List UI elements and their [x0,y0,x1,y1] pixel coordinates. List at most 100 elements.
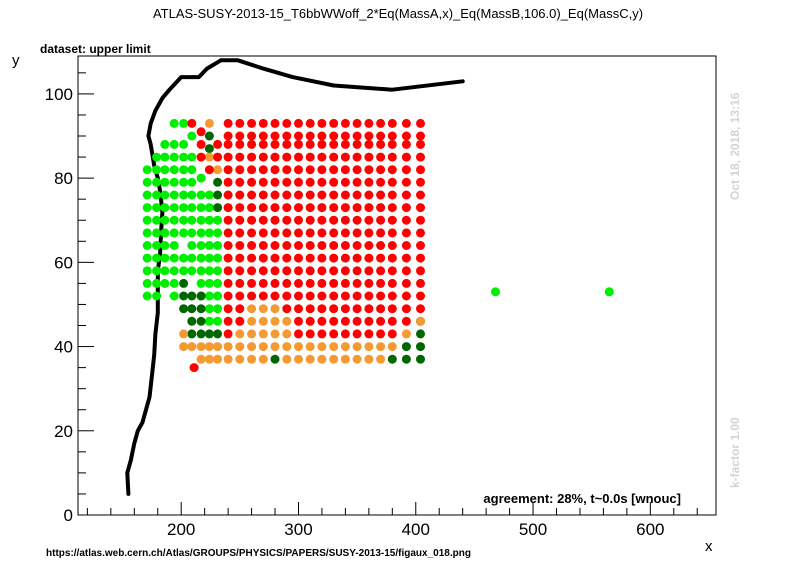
data-point-red [364,139,374,149]
data-point-bright-green [160,253,170,263]
data-point-bright-green [152,228,162,238]
data-point-red [258,291,268,301]
data-point-red [416,165,425,175]
data-point-red [317,215,327,225]
data-point-red [189,363,199,373]
data-point-bright-green [204,241,214,250]
data-point-orange [204,342,214,352]
data-point-red [329,139,339,149]
data-point-red [294,228,303,238]
data-point-dark-green [179,304,189,314]
data-point-red [416,131,425,141]
data-point-red [376,329,386,339]
data-point-orange [329,342,339,352]
data-point-orange [187,342,197,352]
data-point-red [223,266,233,276]
data-point-bright-green [604,287,614,297]
source-url[interactable]: https://atlas.web.cern.ch/Atlas/GROUPS/P… [46,548,471,559]
data-point-red [270,228,280,238]
data-point-red [235,177,245,187]
data-point-bright-green [179,215,189,225]
data-point-red [329,228,339,238]
data-point-orange [352,354,362,364]
data-point-red [223,228,233,238]
data-point-red [401,291,411,301]
data-point-red [247,241,257,250]
data-point-dark-green [213,190,223,200]
data-point-red [401,278,411,288]
data-point-red [352,304,362,314]
data-point-red [305,304,315,314]
data-point-red [352,177,362,187]
data-point-red [329,241,339,250]
data-point-red [258,278,268,288]
data-point-orange [282,342,292,352]
data-point-bright-green [160,190,170,200]
data-point-red [329,266,339,276]
data-point-bright-green [196,278,206,288]
data-point-red [340,118,350,128]
data-point-red [329,329,339,339]
data-point-orange [179,342,189,352]
y-tick-label: 0 [64,506,73,525]
data-point-red [387,131,397,141]
data-point-red [376,228,386,238]
data-point-red [376,203,386,213]
data-point-red [294,278,303,288]
data-point-red [235,131,245,141]
data-point-bright-green [152,190,162,200]
data-point-red [305,241,315,250]
data-point-red [270,165,280,175]
data-point-red [294,139,303,149]
data-point-red [387,152,397,162]
data-point-red [387,118,397,128]
data-point-orange [223,354,233,364]
data-point-red [223,190,233,200]
data-point-red [196,139,206,149]
data-point-red [270,118,280,128]
data-point-red [352,253,362,263]
data-point-orange [270,329,280,339]
data-point-red [329,278,339,288]
data-point-red [387,190,397,200]
data-point-orange [247,329,257,339]
data-point-red [294,131,303,141]
data-point-red [213,139,223,149]
data-point-red [223,131,233,141]
data-point-red [270,215,280,225]
data-point-bright-green [142,266,152,276]
data-point-red [258,215,268,225]
data-point-orange [247,304,257,314]
data-point-bright-green [196,203,206,213]
data-point-orange [401,329,411,339]
data-point-red [223,291,233,301]
agreement-annotation: agreement: 28%, t~0.0s [wnouc] [483,491,681,506]
data-point-red [340,228,350,238]
data-point-red [352,203,362,213]
data-point-red [364,131,374,141]
data-point-red [235,241,245,250]
data-point-red [387,177,397,187]
data-point-red [305,215,315,225]
data-point-red [352,152,362,162]
data-point-bright-green [152,241,162,250]
data-point-red [401,215,411,225]
data-point-red [364,304,374,314]
data-point-red [352,215,362,225]
data-point-bright-green [142,228,152,238]
data-point-orange [213,165,223,175]
data-point-bright-green [196,173,206,183]
data-point-red [376,241,386,250]
data-point-red [282,203,292,213]
data-point-red [416,291,425,301]
data-point-red [305,329,315,339]
data-point-red [317,266,327,276]
data-point-orange [364,342,374,352]
data-point-orange [305,342,315,352]
data-point-bright-green [204,203,214,213]
data-point-red [387,241,397,250]
data-point-red [305,203,315,213]
data-point-orange [270,342,280,352]
data-point-red [416,139,425,149]
data-point-red [340,329,350,339]
